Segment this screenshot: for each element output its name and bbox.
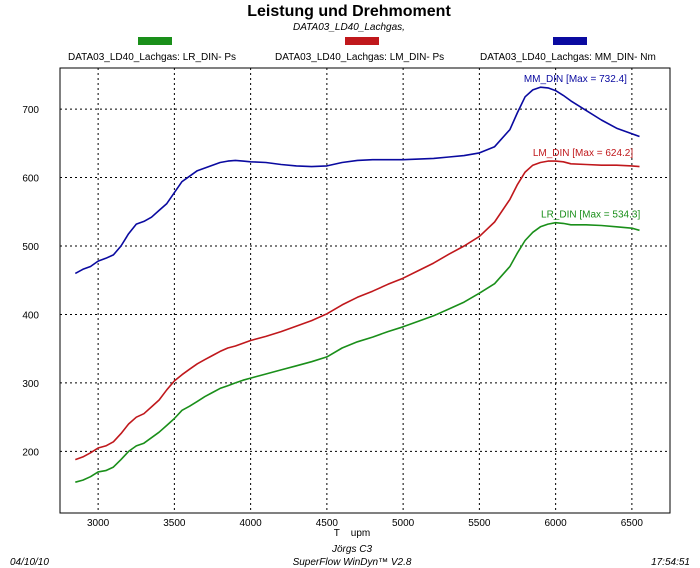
series-line-mm-din bbox=[74, 86, 640, 275]
x-tick-label: 5000 bbox=[392, 518, 415, 529]
legend-label-lm: DATA03_LD40_Lachgas: LM_DIN- Ps bbox=[275, 52, 444, 63]
legend-swatch-lm bbox=[345, 37, 379, 45]
footer-software: SuperFlow WinDyn™ V2.8 bbox=[293, 557, 412, 568]
series-annotation-lm-din: LM_DIN [Max = 624.2] bbox=[533, 148, 634, 159]
x-axis-label: T upm bbox=[334, 528, 371, 539]
y-tick-label: 400 bbox=[22, 310, 39, 321]
x-tick-label: 3500 bbox=[163, 518, 186, 529]
chart-title: Leistung und Drehmoment bbox=[247, 3, 451, 20]
x-tick-label: 6500 bbox=[621, 518, 644, 529]
series-line-lm-din bbox=[75, 160, 640, 461]
footer-time: 17:54:51 bbox=[651, 557, 690, 568]
x-tick-label: 4000 bbox=[240, 518, 263, 529]
y-tick-label: 500 bbox=[22, 242, 39, 253]
series-line-lr-din bbox=[75, 221, 640, 483]
legend-swatch-mm bbox=[553, 37, 587, 45]
series-annotation-lr-din: LR_DIN [Max = 534.3] bbox=[541, 210, 640, 221]
y-tick-label: 600 bbox=[22, 174, 39, 185]
chart-subtitle: DATA03_LD40_Lachgas, bbox=[293, 22, 405, 33]
series-annotation-mm-din: MM_DIN [Max = 732.4] bbox=[524, 74, 627, 85]
footer-user: Jörgs C3 bbox=[331, 544, 372, 555]
x-tick-label: 5500 bbox=[468, 518, 491, 529]
y-tick-label: 700 bbox=[22, 105, 39, 116]
legend-swatch-lr bbox=[138, 37, 172, 45]
series-lines bbox=[74, 86, 640, 483]
legend-label-mm: DATA03_LD40_Lachgas: MM_DIN- Nm bbox=[480, 52, 656, 63]
footer-date: 04/10/10 bbox=[10, 557, 49, 568]
series-annotations: LR_DIN [Max = 534.3] LM_DIN [Max = 624.2]… bbox=[524, 74, 641, 221]
legend: DATA03_LD40_Lachgas: LR_DIN- Ps DATA03_L… bbox=[68, 37, 656, 63]
grid bbox=[60, 68, 670, 513]
x-tick-label: 3000 bbox=[87, 518, 110, 529]
y-tick-label: 200 bbox=[22, 447, 39, 458]
legend-label-lr: DATA03_LD40_Lachgas: LR_DIN- Ps bbox=[68, 52, 236, 63]
plot-area bbox=[59, 67, 671, 514]
y-tick-label: 300 bbox=[22, 379, 39, 390]
x-tick-label: 6000 bbox=[545, 518, 568, 529]
x-tick-label: 4500 bbox=[316, 518, 339, 529]
tick-labels: 3000 3500 4000 4500 5000 5500 6000 6500 200 300 40… bbox=[22, 105, 643, 529]
